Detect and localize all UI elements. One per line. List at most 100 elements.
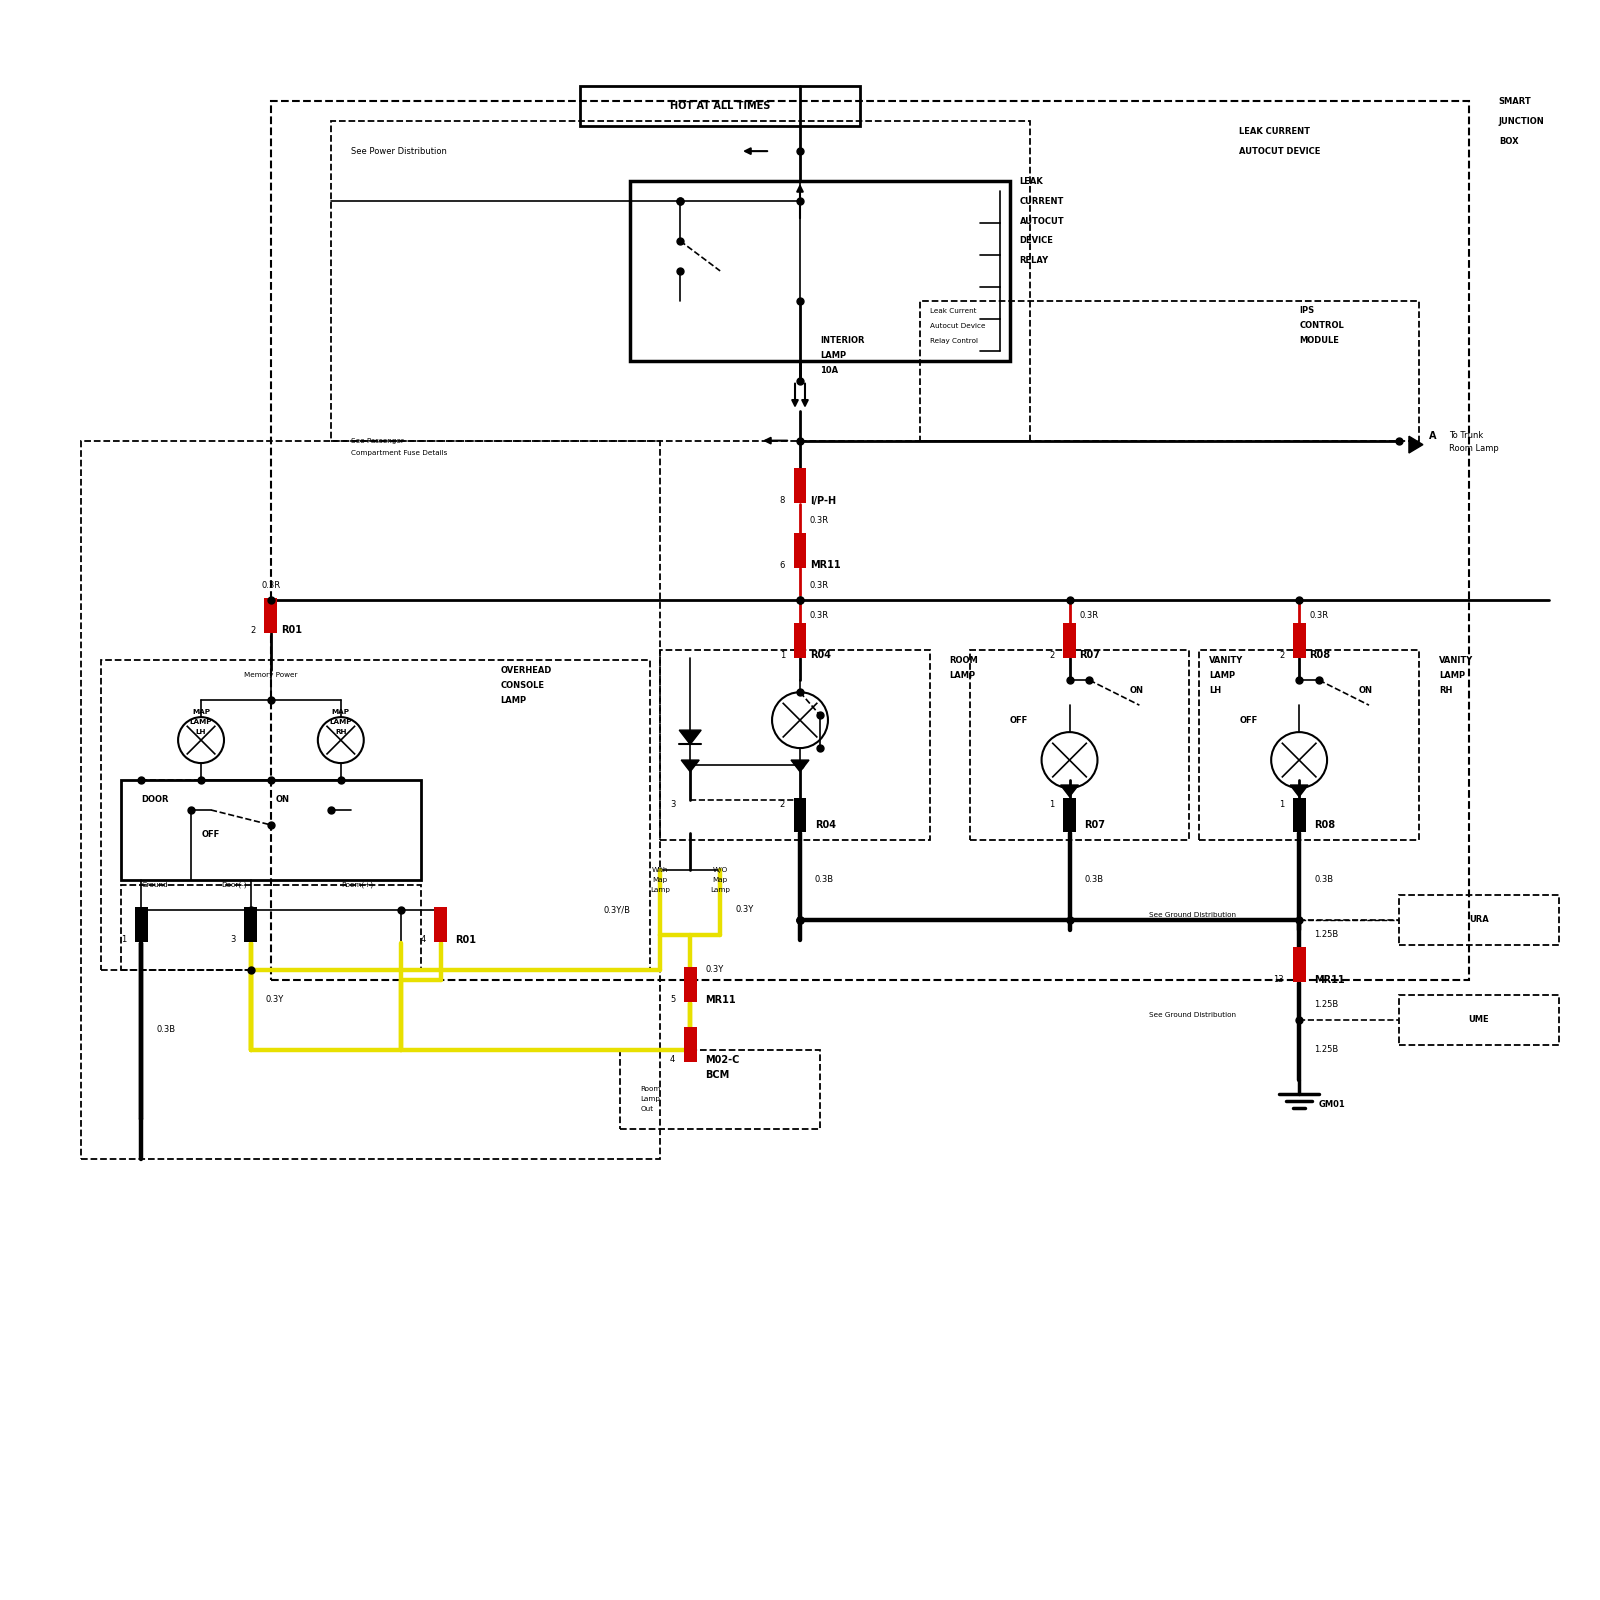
Text: SMART: SMART — [1499, 96, 1531, 106]
Bar — [122, 885, 421, 970]
Text: R08: R08 — [1314, 819, 1336, 830]
Text: LAMP: LAMP — [1210, 670, 1235, 680]
Text: MODULE: MODULE — [1299, 336, 1339, 346]
Circle shape — [178, 717, 224, 763]
Text: LAMP: LAMP — [501, 696, 526, 704]
Text: Leak Current: Leak Current — [930, 307, 976, 314]
Text: Memory Power: Memory Power — [245, 672, 298, 678]
Text: 0.3B: 0.3B — [814, 875, 834, 885]
Text: Room(+): Room(+) — [341, 882, 373, 888]
Text: GM01: GM01 — [1318, 1099, 1346, 1109]
Text: A: A — [1429, 430, 1437, 440]
Text: LH: LH — [195, 730, 206, 734]
Bar — [794, 622, 806, 658]
Bar — [794, 533, 806, 568]
Text: VANITY: VANITY — [1438, 656, 1474, 664]
Text: 13: 13 — [1274, 974, 1285, 984]
Bar — [794, 469, 806, 502]
Text: 1: 1 — [122, 936, 126, 944]
Text: LAMP: LAMP — [190, 718, 213, 725]
Text: IPS: IPS — [1299, 306, 1314, 315]
Text: 1: 1 — [779, 651, 786, 659]
Bar — [794, 797, 806, 832]
Text: Door(-): Door(-) — [221, 882, 246, 888]
Polygon shape — [680, 730, 701, 744]
Text: Out: Out — [640, 1107, 653, 1112]
Text: MR11: MR11 — [810, 560, 840, 571]
Text: HOT AT ALL TIMES: HOT AT ALL TIMES — [670, 101, 770, 112]
Text: 0.3R: 0.3R — [810, 581, 829, 590]
Text: ON: ON — [1358, 686, 1373, 694]
Text: See Passenger: See Passenger — [350, 438, 403, 443]
Text: ON: ON — [1130, 686, 1144, 694]
Text: R04: R04 — [814, 819, 835, 830]
Text: OFF: OFF — [1240, 715, 1258, 725]
Text: To Trunk: To Trunk — [1450, 430, 1483, 440]
Text: 0.3R: 0.3R — [1080, 611, 1099, 619]
Text: Relay Control: Relay Control — [930, 338, 978, 344]
Bar — [661, 650, 930, 840]
Text: 4: 4 — [421, 936, 426, 944]
Text: Map: Map — [712, 877, 728, 883]
Text: 6: 6 — [779, 562, 786, 570]
Text: 0.3R: 0.3R — [810, 515, 829, 525]
Text: 0.3Y: 0.3Y — [266, 995, 285, 1005]
Bar — [245, 907, 258, 942]
Bar — [1293, 622, 1306, 658]
Text: BOX: BOX — [1499, 136, 1518, 146]
Text: Map: Map — [653, 877, 667, 883]
Bar — [122, 781, 421, 880]
Text: 1.25B: 1.25B — [1314, 930, 1338, 939]
Text: 0.3R: 0.3R — [1309, 611, 1328, 619]
Text: RH: RH — [334, 730, 347, 734]
Bar — [630, 181, 1010, 360]
Bar — [82, 440, 661, 1160]
Bar — [683, 1027, 696, 1062]
Text: OFF: OFF — [1010, 715, 1027, 725]
Text: Ground: Ground — [141, 882, 168, 888]
Bar — [581, 86, 859, 126]
Text: 1: 1 — [1278, 800, 1285, 810]
Text: R08: R08 — [1309, 650, 1330, 661]
Bar — [970, 650, 1189, 840]
Text: Room Lamp: Room Lamp — [1450, 445, 1499, 453]
Text: LAMP: LAMP — [1438, 670, 1466, 680]
Text: AUTOCUT DEVICE: AUTOCUT DEVICE — [1240, 147, 1320, 155]
Text: R04: R04 — [810, 650, 830, 661]
Text: W/O: W/O — [712, 867, 728, 874]
Text: LAMP: LAMP — [819, 352, 846, 360]
Text: AUTOCUT: AUTOCUT — [1019, 216, 1064, 226]
Text: DOOR: DOOR — [141, 795, 168, 805]
Bar — [1398, 894, 1558, 944]
Text: 2: 2 — [779, 800, 786, 810]
Text: 3: 3 — [670, 800, 675, 810]
Polygon shape — [1061, 786, 1078, 797]
Text: Lamp: Lamp — [650, 886, 670, 893]
Text: 0.3B: 0.3B — [157, 1026, 176, 1034]
Text: 1.25B: 1.25B — [1314, 1000, 1338, 1010]
Text: 0.3Y: 0.3Y — [706, 965, 723, 974]
Text: LEAK: LEAK — [1019, 176, 1043, 186]
Text: UME: UME — [1469, 1014, 1490, 1024]
Text: LAMP: LAMP — [330, 718, 352, 725]
Text: CONSOLE: CONSOLE — [501, 680, 544, 690]
Text: RH: RH — [1438, 686, 1453, 694]
Bar — [1293, 797, 1306, 832]
Text: 0.3B: 0.3B — [1314, 875, 1333, 885]
Text: MR11: MR11 — [1314, 974, 1344, 984]
Text: 0.3R: 0.3R — [261, 581, 280, 590]
Text: 5: 5 — [670, 995, 675, 1005]
Bar — [1293, 947, 1306, 982]
Text: R07: R07 — [1080, 650, 1101, 661]
Text: OFF: OFF — [202, 830, 221, 840]
Bar — [264, 598, 277, 632]
Bar — [434, 907, 446, 942]
Bar — [134, 907, 147, 942]
Text: R07: R07 — [1085, 819, 1106, 830]
Circle shape — [318, 717, 363, 763]
Text: I/P-H: I/P-H — [810, 496, 837, 506]
Text: R01: R01 — [282, 626, 302, 635]
Text: LAMP: LAMP — [950, 670, 976, 680]
Bar — [621, 1050, 819, 1130]
Text: LH: LH — [1210, 686, 1221, 694]
